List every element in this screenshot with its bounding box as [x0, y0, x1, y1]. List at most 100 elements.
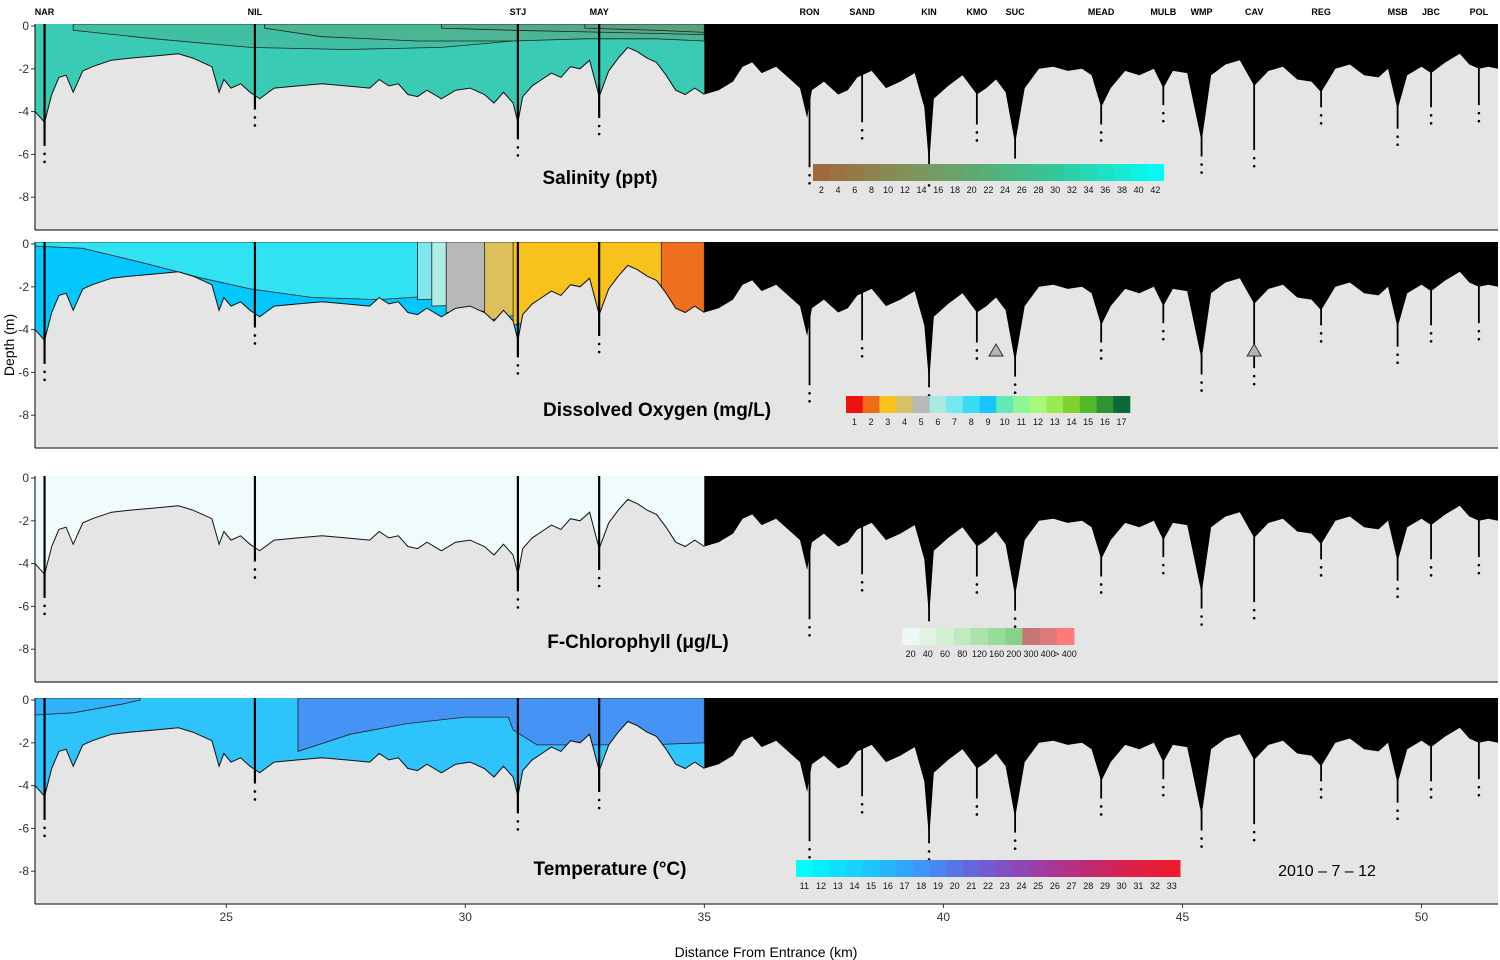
station-label: WMP: [1191, 7, 1213, 17]
y-tick-label: -6: [18, 599, 29, 613]
sample-point: [1319, 788, 1323, 791]
sample-point: [927, 184, 931, 187]
y-tick-label: -4: [18, 105, 29, 119]
legend-label: 10: [883, 185, 893, 195]
legend-swatch: [862, 396, 880, 413]
y-tick-label: -8: [18, 190, 29, 204]
sample-point: [1396, 143, 1399, 147]
y-tick-label: -4: [18, 557, 29, 571]
sample-point: [1162, 119, 1165, 123]
legend-swatch: [1096, 164, 1114, 181]
sample-point: [1396, 587, 1399, 591]
sample-point: [597, 132, 601, 136]
y-tick-label: -6: [18, 821, 29, 835]
sample-point: [597, 584, 601, 588]
legend-label: 13: [1050, 417, 1060, 427]
sample-point: [860, 137, 864, 140]
panel-title: Dissolved Oxygen (mg/L): [543, 400, 771, 421]
legend-label: 16: [883, 881, 893, 891]
legend-label: 15: [1083, 417, 1093, 427]
legend-label: 40: [1134, 185, 1144, 195]
y-tick-label: -8: [18, 864, 29, 878]
legend-swatch: [829, 164, 847, 181]
station-label: NAR: [35, 7, 55, 17]
legend-label: 7: [952, 417, 957, 427]
sample-point: [975, 583, 979, 586]
legend-label: 20: [950, 881, 960, 891]
legend-swatch: [963, 164, 981, 181]
legend-swatch: [1147, 164, 1165, 181]
sample-point: [1162, 111, 1165, 115]
legend-label: 120: [972, 649, 987, 659]
station-label: MEAD: [1088, 7, 1115, 17]
sample-point: [927, 850, 931, 853]
sample-point: [1319, 796, 1323, 799]
legend-swatch: [1063, 164, 1081, 181]
legend-swatch: [1113, 860, 1131, 877]
sample-point: [1013, 839, 1017, 842]
legend-swatch: [963, 860, 981, 877]
y-tick-label: -4: [18, 779, 29, 793]
sample-point: [253, 568, 257, 571]
legend-swatch: [946, 164, 964, 181]
sample-point: [516, 154, 520, 157]
legend-label: 4: [902, 417, 907, 427]
sample-point: [253, 576, 257, 579]
sample-point: [1099, 349, 1103, 352]
sample-point: [1252, 608, 1256, 612]
legend-label: 30: [1117, 881, 1127, 891]
sample-point: [860, 811, 864, 814]
legend-label: > 400: [1054, 649, 1077, 659]
y-tick-label: -2: [18, 514, 29, 528]
legend-swatch: [862, 860, 880, 877]
legend-swatch: [979, 396, 997, 413]
legend-swatch: [812, 860, 830, 877]
station-label: JBC: [1422, 7, 1441, 17]
sample-point: [597, 806, 601, 810]
legend-label: 13: [833, 881, 843, 891]
y-tick-label: -4: [18, 323, 29, 337]
sample-point: [1099, 591, 1103, 594]
sample-point: [860, 803, 864, 806]
sample-point: [1099, 813, 1103, 816]
legend-label: 33: [1167, 881, 1177, 891]
sample-point: [808, 391, 811, 395]
y-axis-title: Depth (m): [1, 314, 17, 376]
sample-point: [1396, 135, 1399, 139]
legend-swatch: [980, 164, 998, 181]
triangle-marker: [1246, 343, 1263, 357]
y-tick-label: -2: [18, 62, 29, 76]
sample-point: [43, 160, 46, 164]
station-label: CAV: [1245, 7, 1263, 17]
sample-point: [1013, 383, 1017, 386]
legend-swatch: [929, 164, 947, 181]
y-tick-label: 0: [22, 471, 29, 485]
y-tick-label: -2: [18, 736, 29, 750]
sample-point: [808, 855, 811, 859]
legend-swatch: [1022, 628, 1040, 645]
legend-label: 11: [800, 881, 809, 891]
sample-point: [808, 399, 811, 403]
station-label: SUC: [1006, 7, 1026, 17]
sample-point: [1252, 156, 1256, 160]
sample-point: [1396, 817, 1399, 821]
sample-point: [43, 370, 46, 374]
sample-point: [1200, 163, 1203, 166]
legend-label: 300: [1023, 649, 1038, 659]
legend-swatch: [1056, 628, 1075, 645]
legend-label: 40: [923, 649, 933, 659]
legend-label: 26: [1017, 185, 1027, 195]
sample-point: [1200, 845, 1203, 848]
legend-swatch: [929, 396, 947, 413]
sample-point: [43, 826, 46, 830]
sample-point: [516, 606, 520, 609]
sample-point: [975, 349, 979, 352]
legend-label: 12: [1033, 417, 1043, 427]
station-label: KMO: [966, 7, 987, 17]
legend-swatch: [1046, 860, 1064, 877]
legend-label: 8: [869, 185, 874, 195]
legend-label: 24: [1000, 185, 1010, 195]
contour-level: [584, 24, 705, 33]
sample-point: [1162, 563, 1165, 567]
